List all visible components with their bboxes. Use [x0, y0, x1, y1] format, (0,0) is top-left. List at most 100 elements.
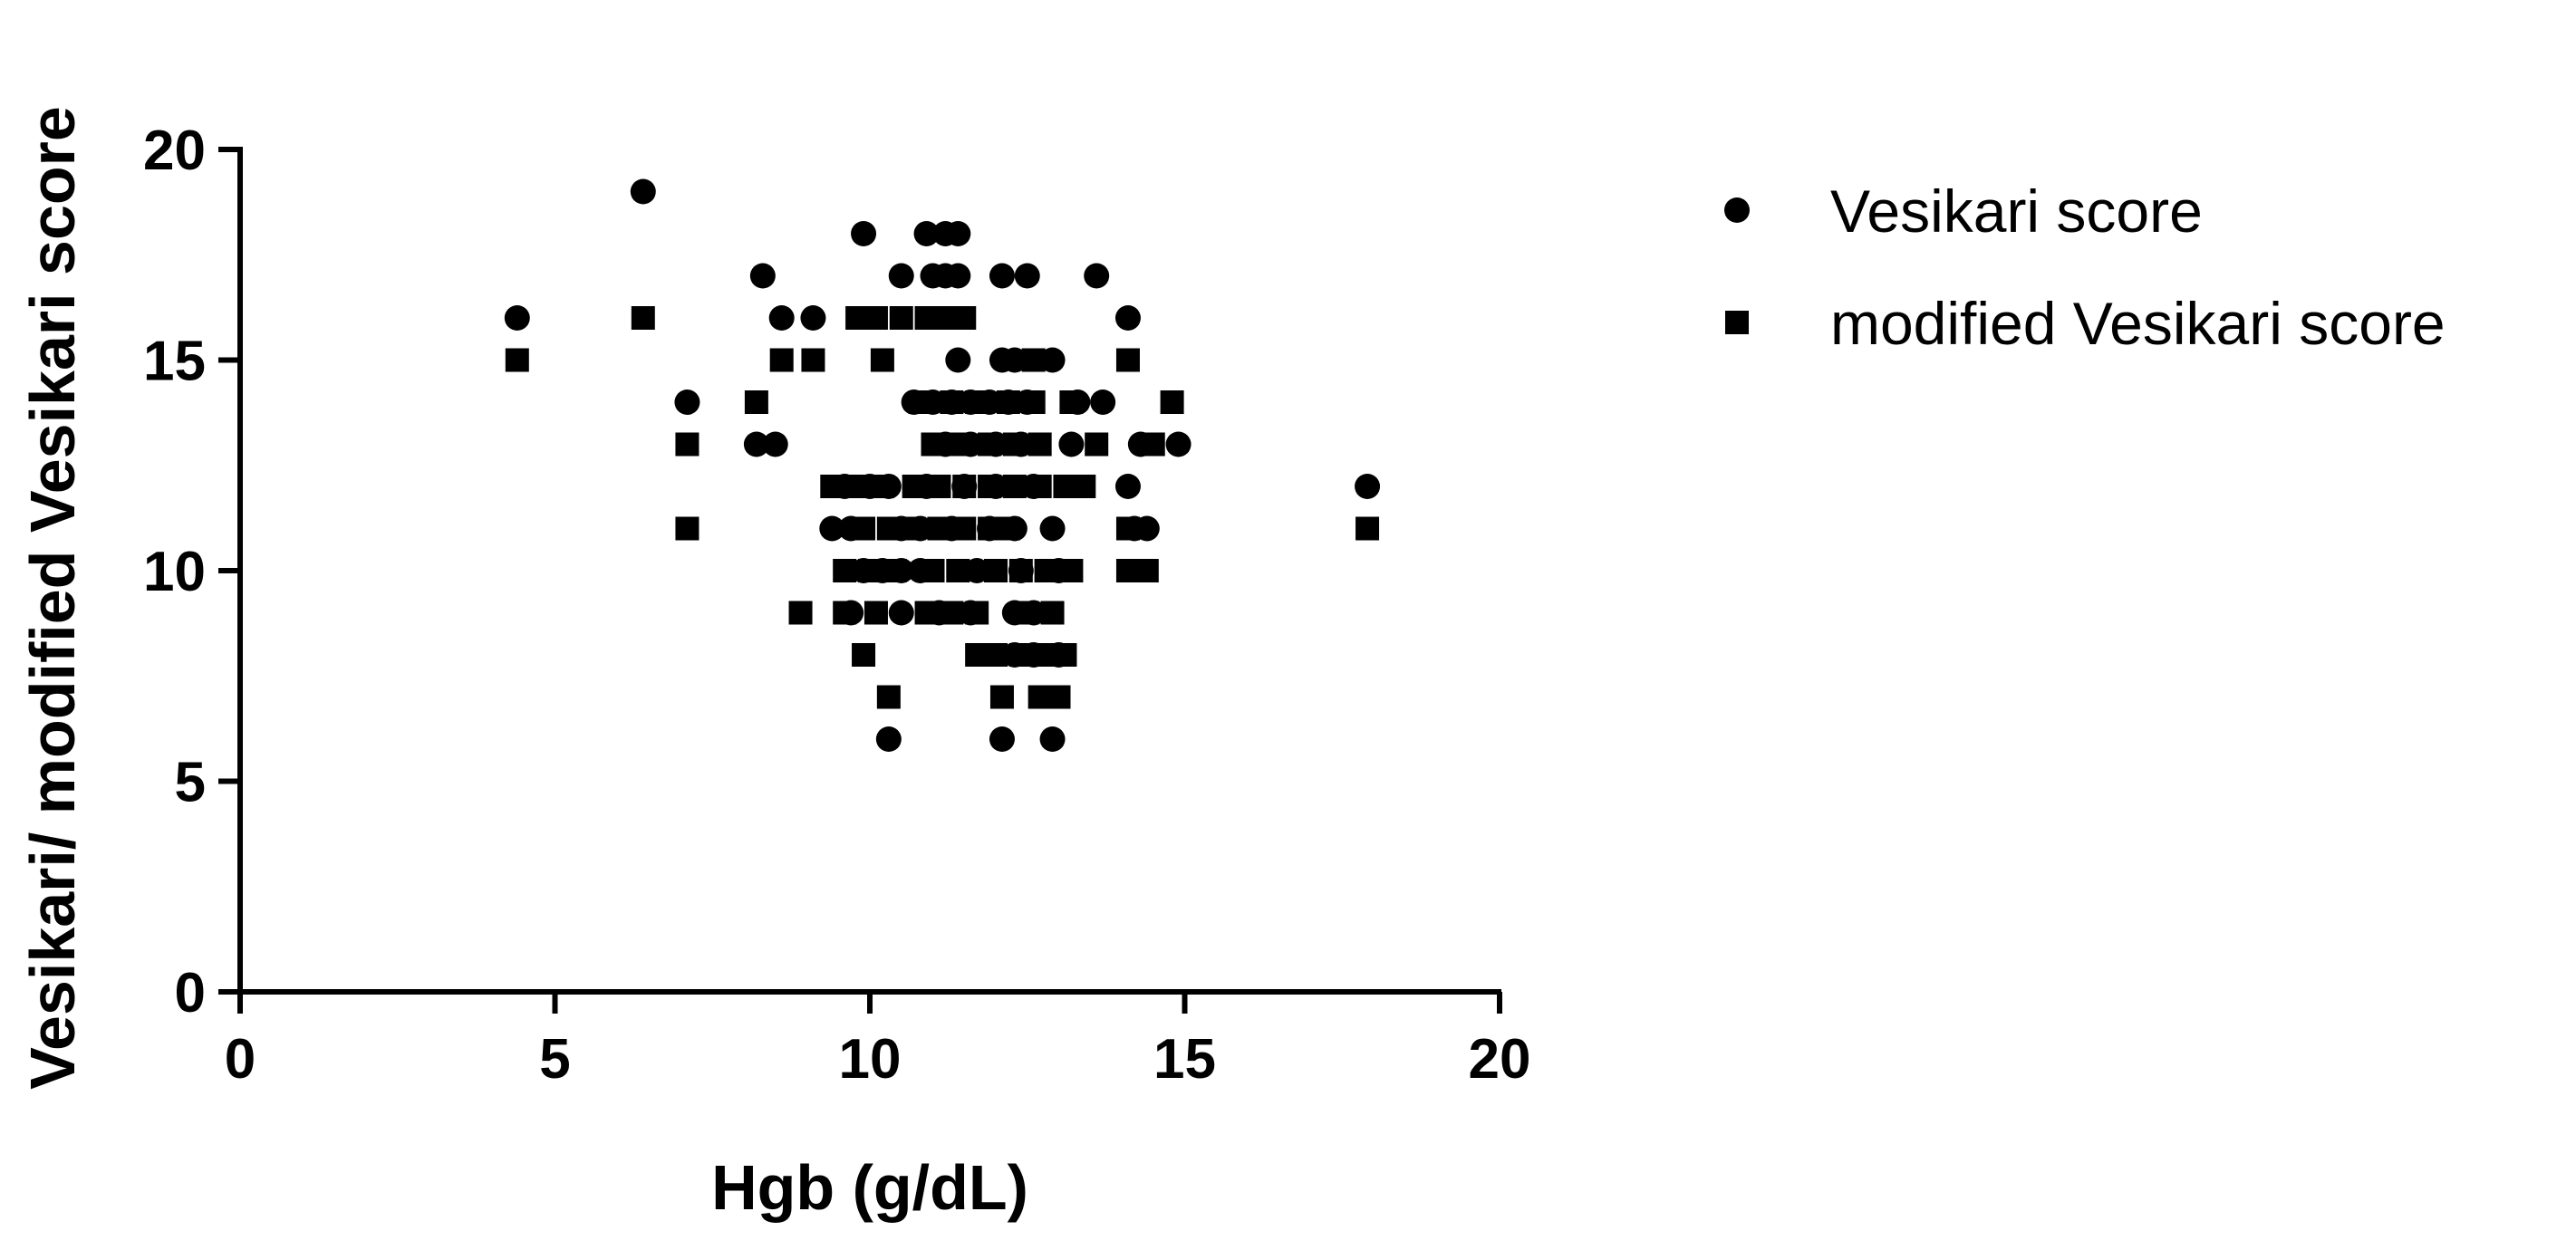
vesikari-score-point — [851, 221, 877, 246]
modified-vesikari-score-point — [505, 348, 529, 372]
y-tick-label: 10 — [143, 541, 206, 603]
modified-vesikari-score-point — [914, 601, 939, 625]
modified-vesikari-score-point — [996, 516, 1020, 541]
vesikari-score-point — [1084, 263, 1110, 289]
y-tick-label: 5 — [175, 752, 206, 814]
modified-vesikari-score-point — [1072, 475, 1096, 498]
modified-vesikari-score-point — [965, 601, 989, 625]
vesikari-score-point — [945, 263, 971, 289]
modified-vesikari-score-point — [902, 475, 926, 498]
modified-vesikari-score-point — [1134, 559, 1159, 582]
modified-vesikari-score-point — [1021, 390, 1046, 414]
modified-vesikari-score-point — [675, 432, 699, 457]
modified-vesikari-score-point — [908, 390, 932, 414]
modified-vesikari-score-point — [1002, 475, 1027, 498]
modified-vesikari-score-point — [921, 432, 945, 457]
modified-vesikari-score-point — [1040, 601, 1065, 625]
modified-vesikari-score-point — [883, 559, 907, 582]
vesikari-score-point — [768, 305, 795, 331]
modified-vesikari-score-point — [952, 306, 977, 330]
modified-vesikari-score-point — [870, 348, 894, 372]
modified-vesikari-score-point — [858, 559, 882, 582]
modified-vesikari-score-point — [1008, 643, 1033, 667]
vesikari-score-point — [1001, 347, 1028, 373]
y-axis-title: Vesikari/ modified Vesikari score — [17, 106, 88, 1090]
vesikari-score-point — [1058, 431, 1085, 457]
modified-vesikari-score-point — [788, 601, 813, 625]
modified-vesikari-score-point — [1115, 348, 1140, 372]
vesikari-score-point — [749, 263, 776, 289]
vesikari-score-point — [1134, 515, 1160, 542]
x-tick-label: 0 — [225, 1028, 256, 1091]
modified-vesikari-score-point — [1085, 432, 1109, 457]
axes: 0 5 10 15 20 0 5 10 15 20 — [143, 120, 1530, 1091]
modified-vesikari-score-point — [744, 390, 768, 414]
modified-vesikari-score-point — [946, 559, 970, 582]
x-tick-label: 15 — [1153, 1028, 1216, 1091]
vesikari-score-point — [762, 431, 788, 457]
modified-vesikari-score-point — [870, 475, 894, 498]
modified-vesikari-score-point — [978, 475, 1002, 498]
modified-vesikari-score-point — [1028, 475, 1052, 498]
legend-label: modified Vesikari score — [1830, 290, 2446, 357]
modified-vesikari-score-point — [946, 432, 970, 457]
vesikari-score-point — [1355, 474, 1381, 499]
modified-vesikari-score-point — [801, 348, 825, 372]
modified-vesikari-score-point — [1115, 516, 1140, 541]
modified-vesikari-score-point — [1002, 432, 1027, 457]
modified-vesikari-score-point — [1160, 390, 1184, 414]
modified-vesikari-score-point — [927, 475, 951, 498]
modified-vesikari-score-point — [965, 390, 989, 414]
vesikari-score-point — [1039, 347, 1066, 373]
modified-vesikari-score-point — [940, 390, 964, 414]
modified-vesikari-score-point — [863, 601, 888, 625]
modified-vesikari-score-point — [876, 516, 901, 541]
x-tick-label: 5 — [539, 1028, 570, 1091]
vesikari-score-point — [1014, 263, 1040, 289]
modified-vesikari-score-point — [1015, 601, 1039, 625]
modified-vesikari-score-point — [978, 432, 1002, 457]
modified-vesikari-score-point — [820, 475, 844, 498]
modified-vesikari-score-point — [769, 348, 794, 372]
vesikari-score-point — [819, 515, 845, 542]
modified-vesikari-score-point — [921, 559, 945, 582]
vesikari-score-point — [1039, 726, 1066, 752]
vesikari-score-point — [1114, 474, 1141, 499]
vesikari-score-point — [989, 726, 1015, 752]
vesikari-score-point — [1039, 515, 1066, 542]
data-points — [504, 178, 1381, 752]
modified-vesikari-score-point — [952, 475, 977, 498]
modified-vesikari-score-point — [1059, 559, 1084, 582]
modified-vesikari-score-point — [1356, 516, 1380, 541]
vesikari-score-point — [989, 263, 1015, 289]
legend: Vesikari score modified Vesikari score — [1724, 178, 2446, 357]
vesikari-score-point — [945, 221, 971, 246]
y-tick-label: 20 — [143, 120, 206, 182]
vesikari-score-point — [1114, 305, 1141, 331]
modified-vesikari-score-point — [1021, 348, 1046, 372]
legend-label: Vesikari score — [1830, 178, 2203, 245]
modified-vesikari-score-point — [631, 306, 655, 330]
x-tick-label: 10 — [839, 1028, 902, 1091]
modified-vesikari-score-point — [996, 390, 1020, 414]
vesikari-score-point — [674, 389, 700, 415]
modified-vesikari-score-point — [902, 516, 926, 541]
x-axis-title: Hgb (g/dL) — [711, 1152, 1028, 1223]
modified-vesikari-score-point — [863, 306, 888, 330]
modified-vesikari-score-point — [984, 643, 1008, 667]
modified-vesikari-score-point — [845, 475, 870, 498]
modified-vesikari-score-point — [852, 516, 876, 541]
modified-vesikari-score-point — [927, 516, 951, 541]
modified-vesikari-score-point — [940, 601, 964, 625]
y-tick-label: 15 — [143, 331, 206, 393]
vesikari-score-point — [504, 305, 530, 331]
modified-vesikari-score-point — [1034, 559, 1058, 582]
vesikari-score-point — [800, 305, 826, 331]
x-tick-label: 20 — [1469, 1028, 1531, 1091]
modified-vesikari-score-point — [952, 516, 977, 541]
modified-vesikari-score-point — [852, 643, 876, 667]
modified-vesikari-score-point — [1141, 432, 1165, 457]
vesikari-score-point — [913, 221, 940, 246]
